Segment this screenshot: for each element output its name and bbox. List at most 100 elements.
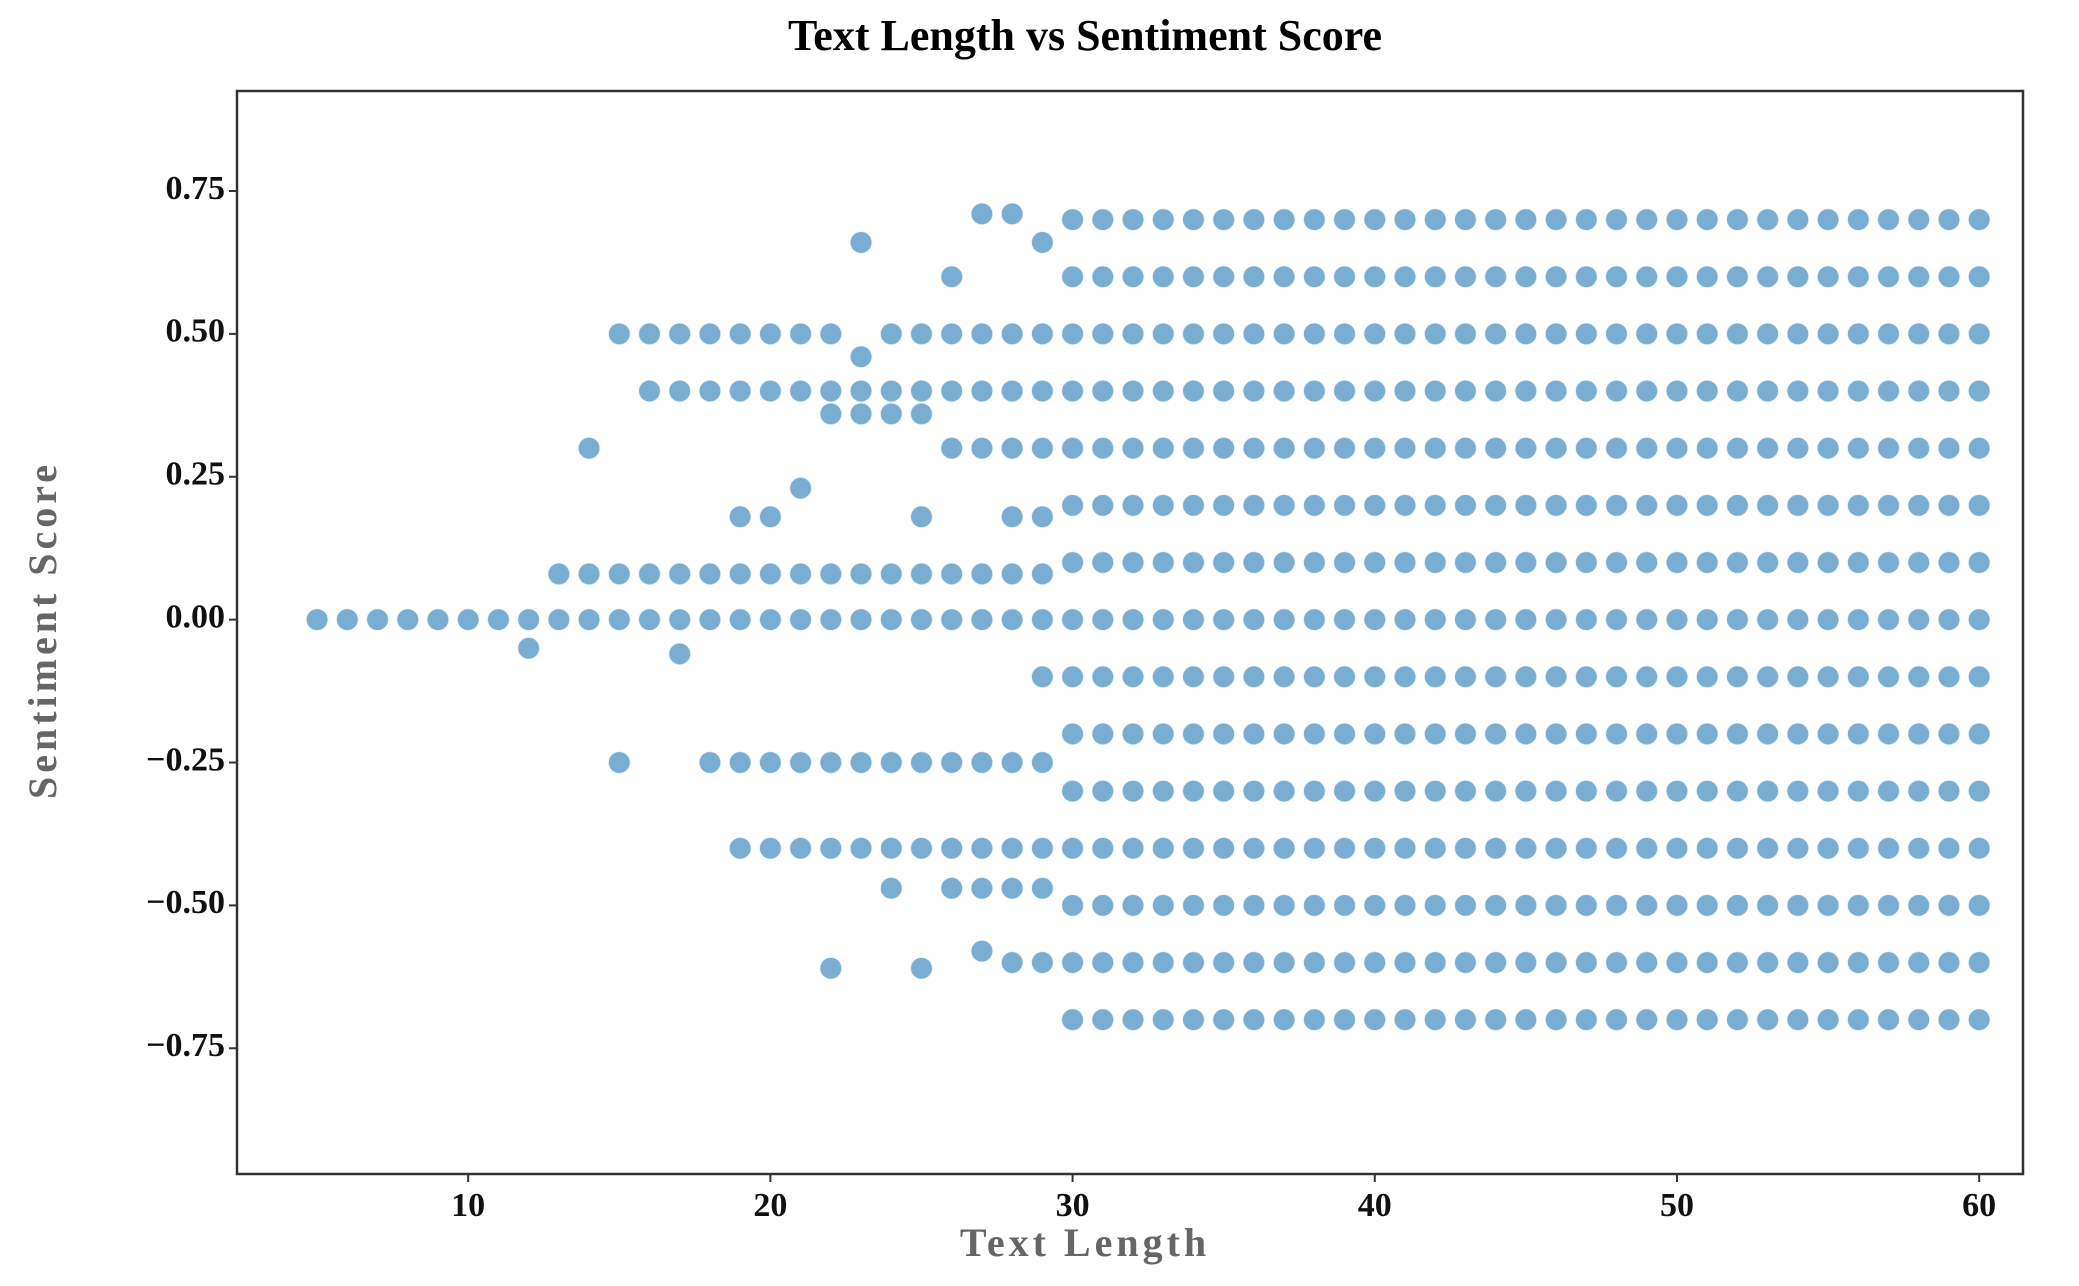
point (1363, 608, 1387, 632)
point (1514, 950, 1538, 975)
point (1423, 493, 1447, 517)
point (1332, 836, 1357, 860)
point (1635, 207, 1659, 232)
point (1816, 493, 1840, 517)
point (1937, 893, 1961, 917)
point (1363, 207, 1387, 232)
point (1332, 608, 1357, 632)
point (1967, 665, 1991, 689)
point (1967, 608, 1991, 632)
point (940, 608, 964, 632)
point (1604, 1008, 1629, 1032)
point (1786, 379, 1810, 403)
point (1242, 722, 1266, 746)
point (940, 876, 964, 900)
point (1332, 550, 1357, 575)
point (1242, 779, 1266, 803)
point (789, 379, 813, 403)
point (668, 322, 692, 346)
point (1514, 207, 1538, 232)
point (1574, 722, 1598, 746)
point (1967, 950, 1991, 975)
point (1574, 379, 1598, 403)
point (940, 562, 964, 586)
point (1786, 322, 1810, 346)
point (1907, 665, 1931, 689)
point (1151, 893, 1175, 917)
point (1363, 493, 1387, 517)
point (1272, 436, 1296, 460)
point (1574, 950, 1598, 975)
point (1544, 608, 1568, 632)
point (1907, 550, 1931, 575)
point (1846, 665, 1870, 689)
point (1695, 665, 1719, 689)
point (1695, 550, 1719, 575)
point (1846, 265, 1870, 289)
point (1725, 836, 1750, 860)
point (1151, 379, 1175, 403)
point (728, 750, 752, 775)
point (1907, 436, 1931, 460)
point (1151, 436, 1175, 460)
point (1725, 1008, 1750, 1032)
point (1393, 322, 1417, 346)
point (1725, 436, 1750, 460)
point (1665, 379, 1689, 403)
point (1604, 493, 1629, 517)
point (1695, 207, 1719, 232)
point (1272, 836, 1296, 860)
point (970, 750, 994, 775)
point (1756, 665, 1780, 689)
point (1091, 722, 1115, 746)
point (1937, 836, 1961, 860)
point (1604, 550, 1629, 575)
point (1967, 207, 1991, 232)
point (1453, 436, 1478, 460)
point (1725, 665, 1750, 689)
point (1181, 493, 1206, 517)
point (577, 608, 601, 632)
point (1484, 836, 1508, 860)
point (940, 750, 964, 775)
point (1363, 722, 1387, 746)
point (1756, 836, 1780, 860)
point (1181, 207, 1206, 232)
point (1060, 550, 1085, 575)
point (1695, 493, 1719, 517)
point (1937, 207, 1961, 232)
point (1937, 265, 1961, 289)
point (1907, 265, 1931, 289)
point (547, 608, 571, 632)
point (1604, 207, 1629, 232)
point (1604, 836, 1629, 860)
point (1484, 608, 1508, 632)
point (849, 836, 873, 860)
point (1423, 722, 1447, 746)
point (940, 265, 964, 289)
point (1756, 493, 1780, 517)
point (1604, 608, 1629, 632)
point (1181, 608, 1206, 632)
point (396, 608, 420, 632)
point (1121, 836, 1145, 860)
point (1544, 722, 1568, 746)
point (970, 379, 994, 403)
point (607, 608, 631, 632)
point (1574, 836, 1598, 860)
point (1423, 893, 1447, 917)
point (1363, 550, 1387, 575)
point (1302, 550, 1326, 575)
point (1332, 722, 1357, 746)
point (1876, 665, 1901, 689)
point (970, 939, 994, 963)
point (1695, 950, 1719, 975)
point (1091, 893, 1115, 917)
point (1121, 950, 1145, 975)
point (849, 750, 873, 775)
point (1151, 322, 1175, 346)
point (1695, 436, 1719, 460)
point (1242, 379, 1266, 403)
point (1907, 608, 1931, 632)
point (1453, 950, 1478, 975)
